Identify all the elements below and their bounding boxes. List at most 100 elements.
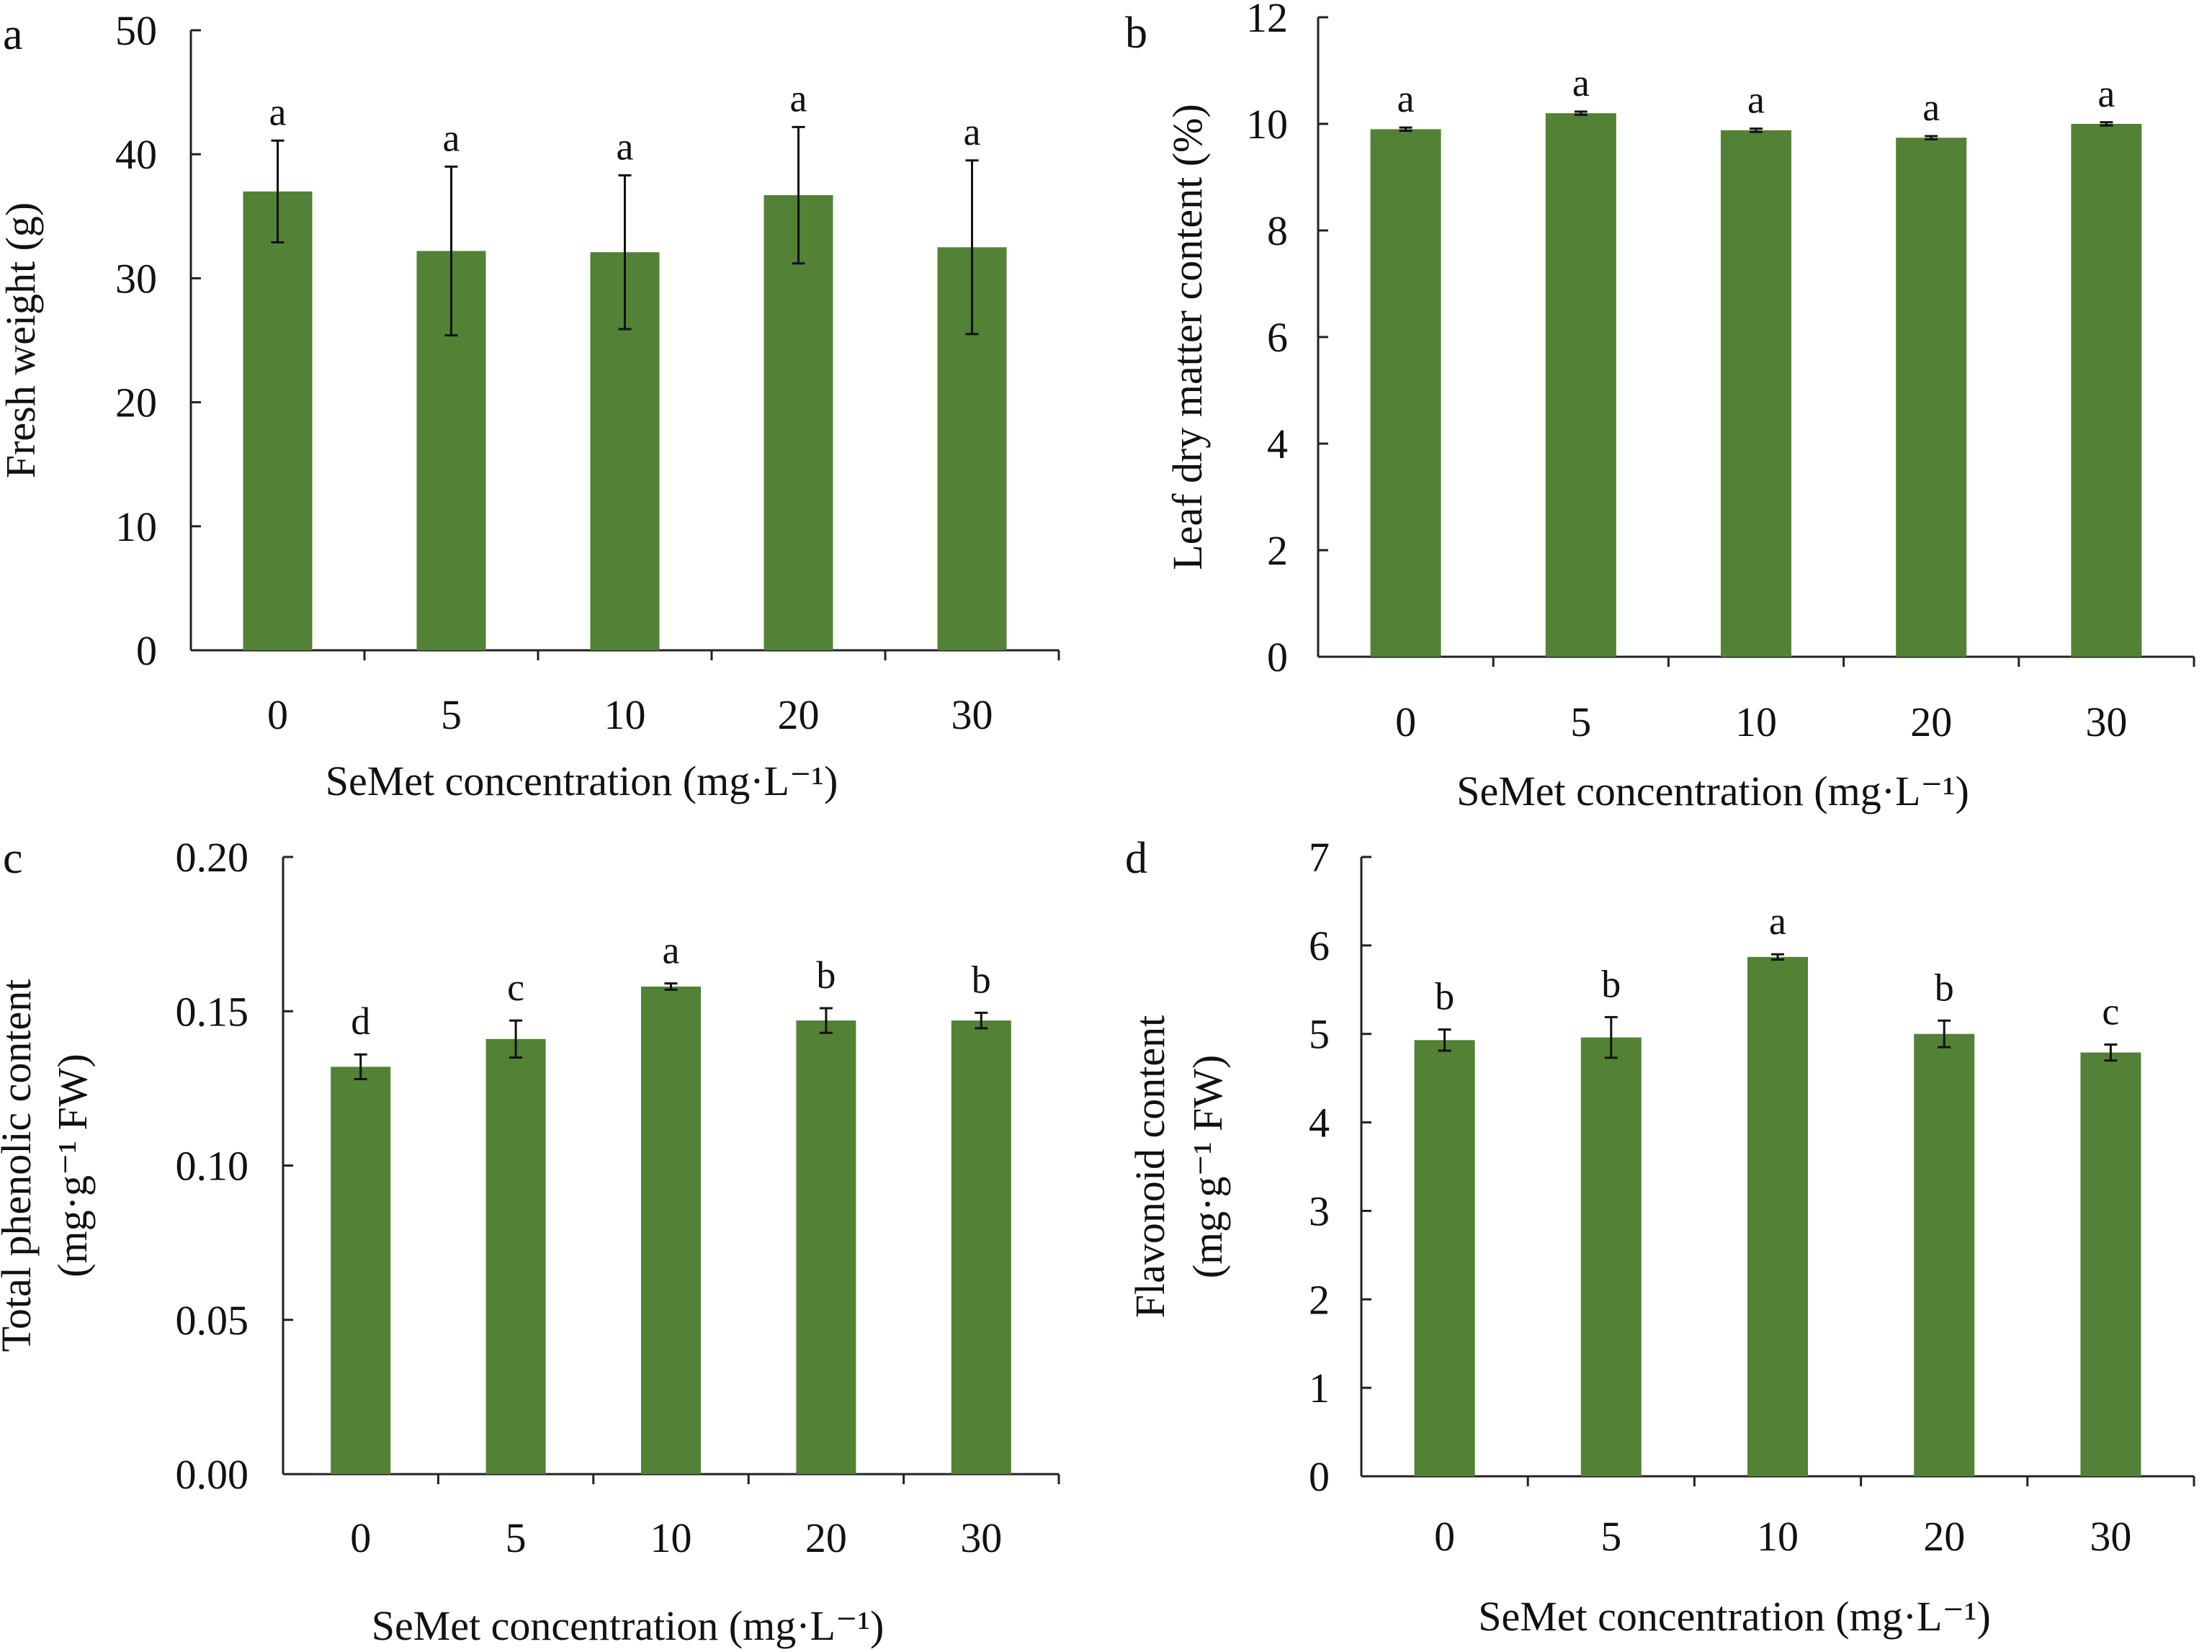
y-tick-label: 2 — [1267, 527, 1288, 574]
significance-label: a — [1769, 899, 1786, 943]
bar-5 — [485, 1038, 546, 1474]
x-tick-label: 5 — [441, 691, 462, 738]
y-axis-title: (mg·g⁻¹ FW) — [1184, 1055, 1231, 1279]
significance-label: a — [1572, 61, 1590, 104]
bar-20 — [1896, 138, 1967, 657]
y-axis-title: Total phenolic content — [0, 979, 40, 1352]
x-tick-label: 20 — [1923, 1513, 1965, 1560]
y-tick-label: 50 — [115, 7, 157, 54]
bar-20 — [796, 1020, 856, 1474]
y-axis-title: Flavonoid content — [1127, 1015, 1173, 1318]
significance-label: a — [790, 76, 807, 120]
y-tick-label: 4 — [1267, 421, 1288, 467]
significance-label: b — [1435, 975, 1454, 1018]
bar-10 — [1747, 956, 1808, 1476]
y-tick-label: 0.15 — [176, 988, 249, 1035]
bar-20 — [1914, 1033, 1975, 1476]
significance-label: b — [1935, 966, 1954, 1009]
x-tick-label: 30 — [960, 1514, 1002, 1561]
significance-label: a — [269, 90, 287, 133]
y-tick-label: 3 — [1309, 1188, 1330, 1234]
y-tick-label: 0.05 — [176, 1297, 249, 1344]
y-tick-label: 0 — [1267, 634, 1288, 681]
panel-letter: b — [1125, 9, 1147, 58]
bar-5 — [1545, 113, 1616, 657]
x-tick-label: 0 — [1395, 699, 1416, 745]
y-tick-label: 0.00 — [176, 1451, 249, 1498]
significance-label: a — [2097, 72, 2115, 115]
bar-0 — [1370, 129, 1441, 657]
y-tick-label: 2 — [1309, 1276, 1330, 1323]
x-tick-label: 20 — [805, 1514, 847, 1561]
x-tick-label: 10 — [604, 691, 646, 738]
y-tick-label: 8 — [1267, 207, 1288, 254]
y-tick-label: 12 — [1246, 0, 1288, 41]
x-tick-label: 20 — [1910, 699, 1952, 745]
x-tick-label: 5 — [506, 1514, 527, 1561]
bar-30 — [2071, 124, 2142, 657]
y-tick-label: 5 — [1309, 1011, 1330, 1058]
bar-30 — [2080, 1052, 2141, 1476]
chart-panel-c: c 0.00 0.05 0.10 0.15 0.20 d 0 c 5 a 10 b 20 b 30 SeMet … — [0, 834, 1060, 1649]
significance-label: a — [617, 125, 634, 168]
y-tick-label: 0.20 — [176, 834, 249, 881]
significance-label: b — [972, 958, 991, 1001]
y-tick-label: 20 — [115, 380, 157, 426]
panel-letter: a — [3, 10, 23, 59]
y-tick-label: 7 — [1309, 834, 1330, 881]
bar-10 — [641, 986, 701, 1474]
chart-panel-a: a 0 10 20 30 40 50 a 0 a 5 a 10 a 20 a 30 SeMet concentra… — [0, 7, 1060, 804]
y-axis-title: (mg·g⁻¹ FW) — [49, 1054, 96, 1278]
y-tick-label: 0.10 — [176, 1143, 249, 1190]
bar-20 — [764, 195, 833, 650]
x-tick-label: 0 — [350, 1514, 371, 1561]
significance-label: a — [964, 110, 981, 153]
significance-label: d — [351, 1000, 370, 1043]
significance-label: a — [1747, 78, 1765, 122]
x-tick-label: 10 — [1735, 699, 1777, 745]
bar-0 — [1414, 1040, 1475, 1476]
bar-5 — [1580, 1037, 1642, 1476]
x-tick-label: 0 — [1434, 1513, 1455, 1560]
panel-letter: c — [3, 834, 23, 883]
significance-label: b — [1601, 962, 1621, 1005]
y-tick-label: 0 — [1309, 1453, 1330, 1500]
y-axis-title: Leaf dry matter content (%) — [1164, 104, 1211, 570]
x-tick-label: 5 — [1600, 1513, 1621, 1560]
significance-label: b — [816, 953, 836, 997]
x-axis-title: SeMet concentration (mg·L⁻¹) — [372, 1602, 885, 1649]
x-tick-label: 20 — [778, 691, 820, 738]
y-tick-label: 4 — [1309, 1100, 1330, 1146]
chart-panel-b: b 0 2 4 6 8 10 12 a 0 a 5 a 10 a 20 a 30 SeMet concentrati… — [1125, 0, 2195, 814]
x-axis-title: SeMet concentration (mg·L⁻¹) — [1478, 1593, 1991, 1640]
significance-label: a — [1922, 86, 1940, 129]
significance-label: a — [663, 929, 680, 972]
y-tick-label: 10 — [115, 503, 157, 550]
bar-0 — [243, 191, 313, 650]
x-tick-label: 30 — [2085, 699, 2127, 745]
y-tick-label: 30 — [115, 255, 157, 302]
y-tick-label: 10 — [1246, 101, 1288, 148]
significance-label: c — [2102, 989, 2119, 1033]
x-tick-label: 30 — [951, 691, 993, 738]
panel-letter: d — [1125, 834, 1147, 883]
significance-label: a — [443, 116, 460, 159]
y-tick-label: 40 — [115, 131, 157, 178]
bar-30 — [951, 1020, 1011, 1474]
x-axis-title: SeMet concentration (mg·L⁻¹) — [1456, 768, 1969, 814]
x-tick-label: 0 — [267, 691, 288, 738]
x-tick-label: 30 — [2090, 1513, 2131, 1560]
bar-10 — [1721, 130, 1791, 657]
x-tick-label: 10 — [650, 1514, 692, 1561]
significance-label: c — [507, 966, 524, 1009]
y-tick-label: 0 — [136, 627, 157, 674]
y-tick-label: 1 — [1309, 1365, 1330, 1411]
y-tick-label: 6 — [1309, 922, 1330, 969]
y-tick-label: 6 — [1267, 314, 1288, 361]
significance-label: a — [1397, 77, 1415, 120]
bar-0 — [331, 1067, 391, 1474]
x-tick-label: 10 — [1757, 1513, 1799, 1560]
x-axis-title: SeMet concentration (mg·L⁻¹) — [326, 758, 838, 804]
y-axis-title: Fresh weight (g) — [0, 202, 44, 478]
